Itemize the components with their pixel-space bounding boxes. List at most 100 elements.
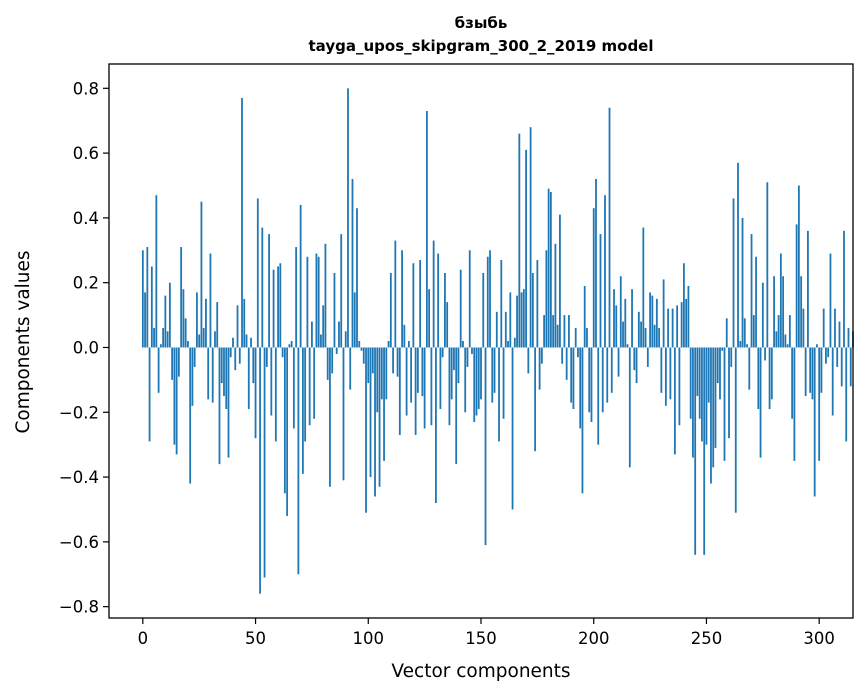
bar (347, 88, 349, 348)
bar (809, 347, 812, 393)
bar (322, 305, 325, 348)
bar (432, 240, 435, 348)
bar (786, 344, 789, 348)
bar (168, 282, 171, 348)
bar (653, 324, 656, 348)
bar (615, 305, 618, 348)
bar (768, 347, 771, 410)
bar (419, 260, 422, 348)
bar (299, 204, 302, 348)
y-tick-label: 0.0 (73, 338, 99, 357)
bar (270, 347, 273, 416)
bar (173, 347, 176, 445)
bar (570, 347, 573, 403)
bar (825, 347, 827, 364)
bar (473, 347, 476, 422)
bar (272, 269, 275, 348)
bar (304, 347, 307, 442)
bar (678, 347, 681, 426)
bar (730, 347, 733, 367)
bar (822, 308, 825, 348)
bar (437, 253, 440, 348)
bar (502, 347, 505, 419)
bar (477, 347, 480, 410)
bar (306, 256, 309, 348)
bar (811, 347, 814, 400)
bar (543, 315, 546, 348)
bar (498, 347, 500, 442)
bar (549, 191, 552, 348)
bar (380, 347, 383, 400)
bar (191, 347, 194, 406)
x-tick-label: 100 (353, 629, 385, 648)
bar (193, 347, 196, 367)
bar (220, 347, 223, 384)
bar (144, 292, 146, 348)
bar (816, 344, 818, 348)
bar (351, 179, 354, 348)
bar (581, 347, 584, 494)
bar (281, 347, 284, 358)
bar (725, 318, 728, 348)
bar (166, 331, 169, 348)
bar (696, 347, 699, 397)
bar (685, 298, 688, 348)
bar (177, 347, 180, 377)
bar (719, 347, 721, 400)
bar (146, 247, 149, 348)
bar (288, 344, 291, 348)
bar (795, 224, 798, 348)
bar (755, 256, 757, 348)
bar (507, 341, 509, 348)
bar (540, 347, 543, 364)
bar (378, 347, 381, 487)
bar (633, 347, 636, 371)
bar (421, 347, 424, 397)
bar (732, 198, 735, 348)
bar (651, 295, 654, 348)
bar (669, 347, 672, 400)
bar (480, 347, 482, 400)
x-tick-label: 300 (803, 629, 835, 648)
bar (435, 347, 437, 503)
chart-title: бзыбь (455, 14, 508, 32)
bar (840, 347, 843, 387)
bar (773, 276, 775, 348)
bar (788, 315, 791, 348)
bar (198, 334, 201, 348)
bar (606, 347, 609, 403)
x-tick-label: 0 (138, 629, 149, 648)
bar (640, 321, 642, 348)
bar (448, 347, 451, 426)
bar (818, 347, 821, 461)
bar (229, 347, 232, 358)
bar (238, 347, 241, 364)
bar (209, 253, 212, 348)
y-tick-label: 0.8 (73, 79, 99, 98)
bar (743, 318, 746, 348)
bar (820, 347, 823, 393)
bar (649, 292, 651, 348)
bar (782, 276, 785, 348)
bar (520, 292, 523, 348)
bar (250, 337, 252, 348)
bar (689, 347, 692, 419)
bar (196, 292, 198, 348)
bar (518, 133, 521, 348)
bar (326, 347, 329, 380)
bar (843, 230, 845, 348)
bar (153, 328, 155, 348)
bar (360, 347, 363, 351)
bar (184, 318, 187, 348)
bar (495, 311, 498, 348)
bar (182, 289, 185, 348)
bar (525, 149, 527, 348)
bar (586, 328, 588, 348)
bar (175, 347, 178, 455)
bar (683, 263, 685, 348)
bar (283, 347, 286, 494)
bar (504, 311, 507, 348)
bar (588, 347, 591, 413)
bar (601, 347, 604, 413)
